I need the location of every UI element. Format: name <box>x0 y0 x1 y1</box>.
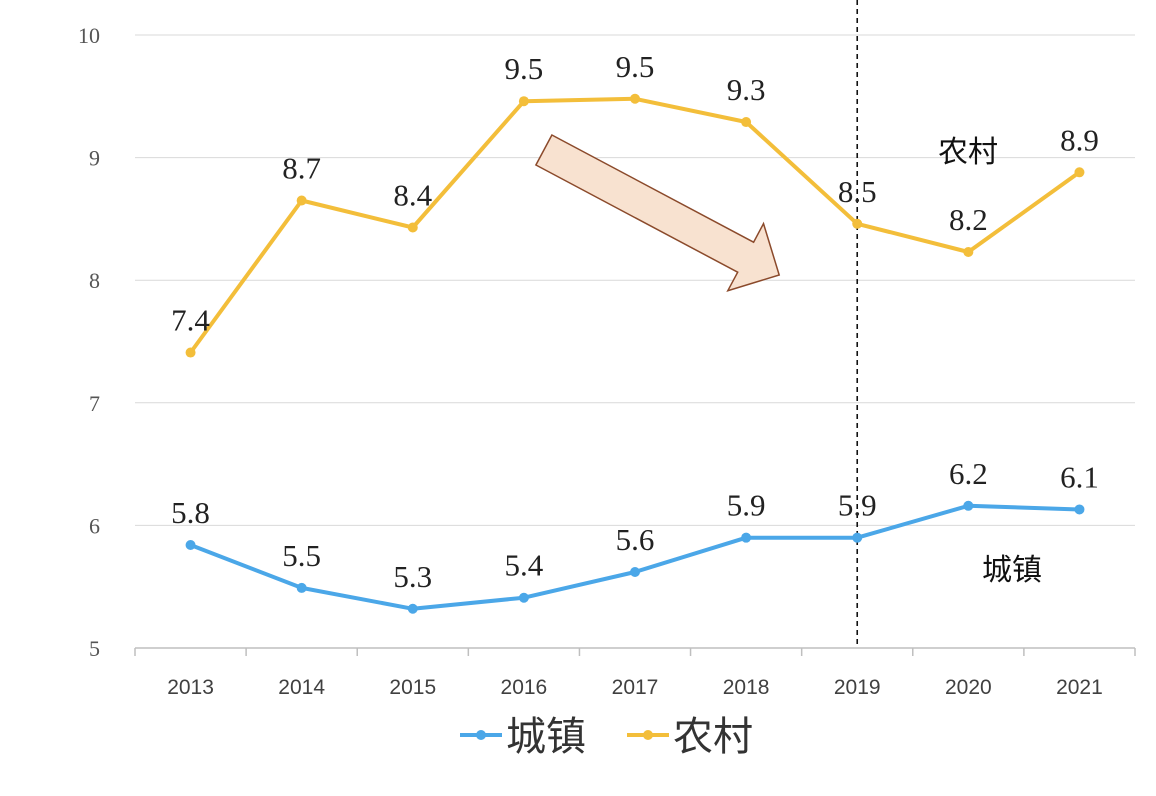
x-tick-label-2019: 2019 <box>834 676 881 699</box>
legend-label-rural: 农村 <box>673 714 753 760</box>
data-label-urban-2016: 5.4 <box>505 548 544 583</box>
gridlines <box>135 34 1135 526</box>
data-labels: 5.8 5.5 5.3 5.4 5.6 5.9 5.9 6.2 6.1 7.4 8.7 8.4 9.5 9… <box>171 49 1099 594</box>
point-urban-2018 <box>741 532 752 543</box>
x-tick-label-2021: 2021 <box>1056 676 1103 699</box>
legend-item-urban[interactable]: 城镇 <box>460 714 586 760</box>
point-rural-2020 <box>963 247 974 258</box>
series-lines <box>185 93 1085 614</box>
legend: 城镇 农村 <box>460 714 753 760</box>
point-rural-2015 <box>407 222 418 233</box>
data-label-rural-2013: 7.4 <box>171 303 210 338</box>
annotation-rural: 农村 <box>938 135 998 170</box>
data-label-urban-2019: 5.9 <box>838 488 877 523</box>
data-label-urban-2020: 6.2 <box>949 456 988 491</box>
x-axis: 2013 2014 2015 2016 2017 2018 2019 2020 2021 <box>134 647 1136 699</box>
x-tick-label-2017: 2017 <box>612 676 659 699</box>
point-urban-2013 <box>185 540 196 551</box>
point-urban-2021 <box>1074 504 1085 515</box>
point-urban-2017 <box>630 566 640 577</box>
x-tick-label-2014: 2014 <box>278 676 325 699</box>
data-label-rural-2016: 9.5 <box>505 51 544 86</box>
y-axis-ticks: 5 6 7 8 9 10 <box>78 23 100 661</box>
data-label-rural-2014: 8.7 <box>282 151 321 186</box>
x-tick-label-2020: 2020 <box>945 676 992 699</box>
point-rural-2016 <box>518 96 529 107</box>
data-label-urban-2014: 5.5 <box>282 538 321 573</box>
point-rural-2019 <box>852 218 863 229</box>
annotation-urban: 城镇 <box>982 553 1042 588</box>
data-label-rural-2020: 8.2 <box>949 202 988 237</box>
point-urban-2020 <box>963 500 974 511</box>
trend-arrow-shape <box>534 133 781 292</box>
data-label-rural-2018: 9.3 <box>727 72 766 107</box>
data-label-rural-2015: 8.4 <box>393 177 432 212</box>
point-urban-2015 <box>407 603 418 614</box>
data-label-rural-2017: 9.5 <box>616 49 655 84</box>
point-urban-2014 <box>296 582 307 593</box>
point-rural-2014 <box>296 195 307 206</box>
y-tick-label-10: 10 <box>78 23 100 48</box>
y-tick-label-9: 9 <box>89 146 100 171</box>
point-rural-2017 <box>630 93 640 104</box>
data-label-urban-2017: 5.6 <box>616 522 655 557</box>
y-tick-label-6: 6 <box>89 513 100 538</box>
data-label-rural-2021: 8.9 <box>1060 122 1099 157</box>
data-label-urban-2018: 5.9 <box>727 488 766 523</box>
point-urban-2019 <box>852 532 863 543</box>
trend-arrow <box>534 133 781 292</box>
data-label-rural-2019: 8.5 <box>838 174 877 209</box>
x-tick-label-2015: 2015 <box>389 676 436 699</box>
data-label-urban-2021: 6.1 <box>1060 459 1099 494</box>
x-tick-label-2013: 2013 <box>167 676 214 699</box>
x-tick-label-2016: 2016 <box>501 676 548 699</box>
point-rural-2021 <box>1074 167 1085 178</box>
point-rural-2018 <box>741 117 752 128</box>
point-urban-2016 <box>518 592 529 603</box>
point-rural-2013 <box>185 347 196 358</box>
annotations: 农村 城镇 <box>938 135 1042 588</box>
data-label-urban-2013: 5.8 <box>171 495 210 530</box>
data-label-urban-2015: 5.3 <box>393 559 432 594</box>
y-tick-label-5: 5 <box>89 636 100 661</box>
x-tick-label-2018: 2018 <box>723 676 770 699</box>
legend-item-rural[interactable]: 农村 <box>627 714 753 760</box>
y-tick-label-7: 7 <box>89 391 100 416</box>
y-tick-label-8: 8 <box>89 268 100 293</box>
legend-label-urban: 城镇 <box>506 714 586 760</box>
